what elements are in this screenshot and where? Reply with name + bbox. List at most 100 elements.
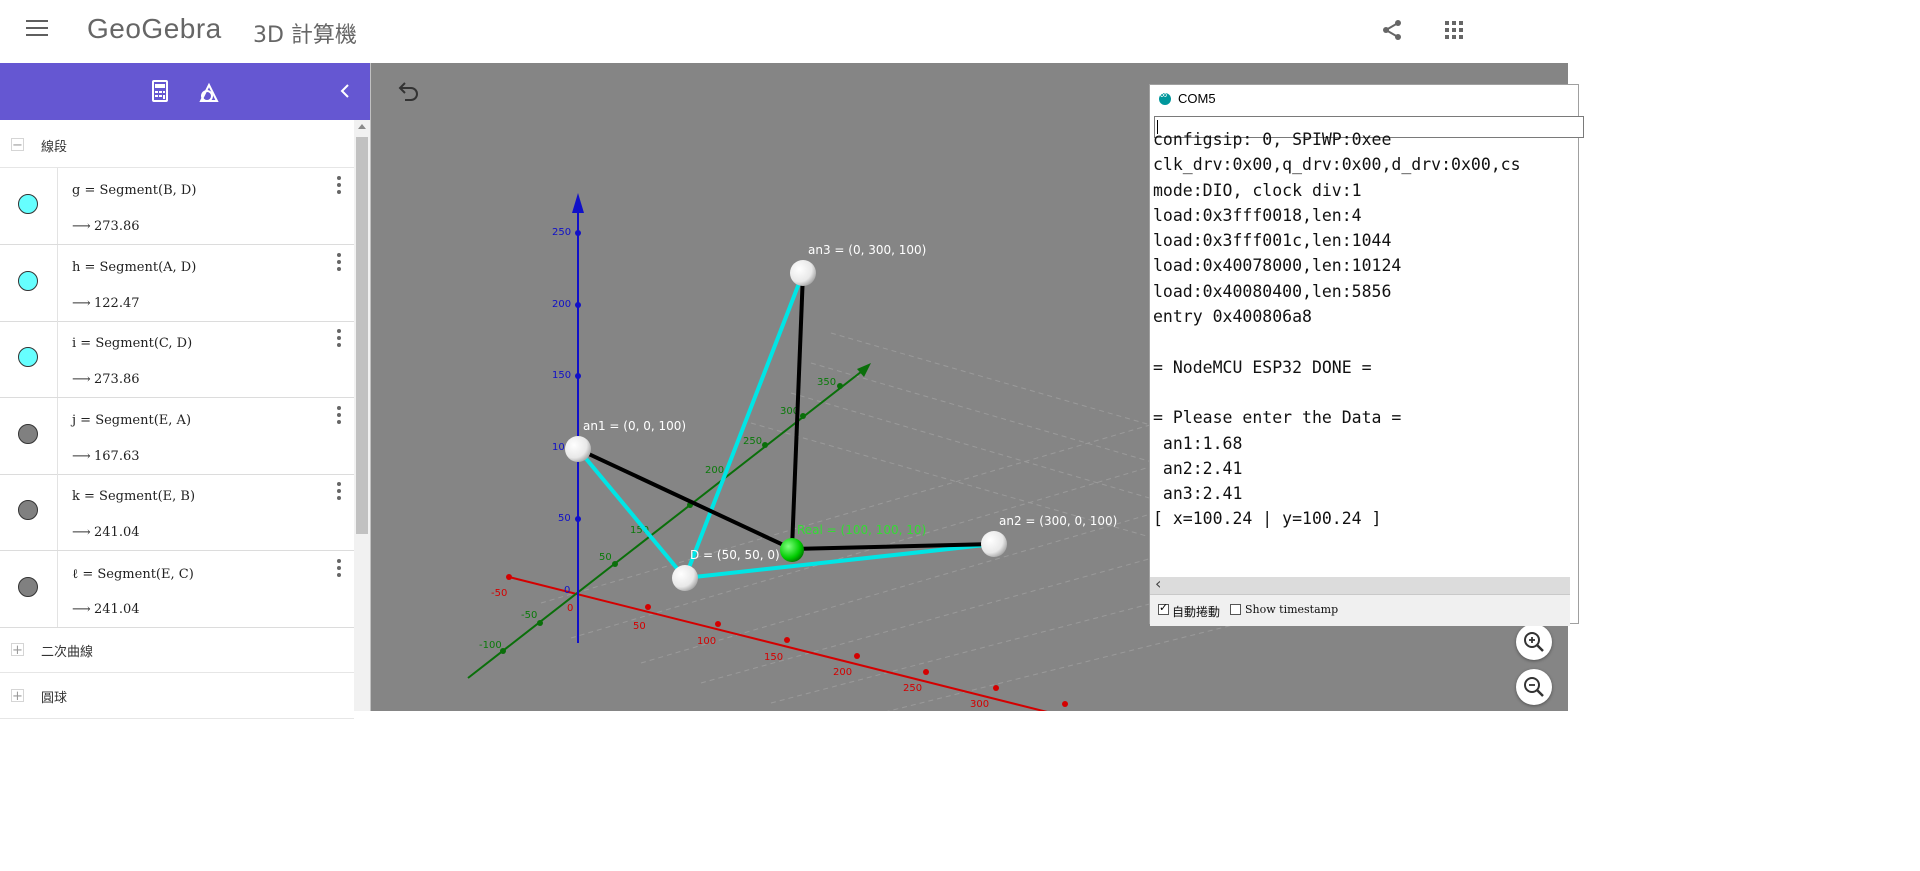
apps-grid-icon[interactable] [1444,20,1466,42]
more-menu-icon[interactable] [334,176,344,198]
scene-3d: 250 200 150 100 50 0 350 300 250 200 150… [467,193,1492,711]
row-definition[interactable]: k = Segment(E, B) [72,489,196,505]
point-an2[interactable] [981,531,1007,557]
x-tick: 300 [970,699,989,710]
serial-line: [ x=100.24 | y=100.24 ] [1153,509,1382,529]
x-tick: 250 [903,683,922,694]
app-title: 3D 計算機 [253,23,357,48]
scroll-up-icon[interactable] [358,124,366,129]
autoscroll-checkbox[interactable] [1158,601,1169,615]
algebra-header [0,63,370,120]
visibility-column [0,397,58,474]
zoom-in-button[interactable] [1516,624,1552,660]
algebra-row[interactable]: i = Segment(C, D) ⟶ 273.86 [0,321,354,399]
horizontal-scrollbar[interactable] [1150,574,1570,594]
y-tick: 350 [817,377,836,388]
serial-footer: 自動捲動 Show timestamp [1150,594,1570,626]
y-tick: 250 [743,436,762,447]
visibility-toggle[interactable] [18,423,38,444]
point-an1[interactable] [565,436,591,462]
algebra-scrollbar[interactable] [354,120,370,711]
serial-title-bar[interactable]: COM5 [1150,85,1578,112]
x-tick: 150 [764,652,783,663]
undo-icon[interactable] [395,81,421,101]
z-tick: 50 [558,513,571,524]
serial-monitor-window: COM5 configsip: 0, SPIWP:0xee clk_drv:0x0… [1149,84,1584,626]
arrow-icon: ⟶ [72,525,91,541]
label-an2: an2 = (300, 0, 100) [999,514,1117,528]
row-definition[interactable]: j = Segment(E, A) [72,412,192,428]
serial-line: load:0x3fff0018,len:4 [1153,205,1362,225]
visibility-column [0,321,58,398]
serial-line: = NodeMCU ESP32 DONE = [1153,357,1372,377]
expand-group-icon[interactable]: + [11,689,24,704]
label-an3: an3 = (0, 300, 100) [808,243,926,257]
more-menu-icon[interactable] [334,329,344,351]
z-tick: 100 [552,442,571,453]
row-value-text: 122.47 [94,295,140,311]
collapse-panel-icon[interactable] [337,81,353,101]
row-value: ⟶ 241.04 [72,525,140,540]
row-definition[interactable]: h = Segment(A, D) [72,259,197,275]
algebra-row[interactable]: k = Segment(E, B) ⟶ 241.04 [0,474,354,552]
z-tick: 200 [552,299,571,310]
serial-line: = Please enter the Data = [1153,408,1402,428]
row-value-text: 241.04 [94,602,140,617]
x-tick: 100 [697,636,716,647]
visibility-toggle[interactable] [18,500,38,521]
group-segments[interactable]: − 線段 [0,123,354,168]
algebra-row[interactable]: ℓ = Segment(E, C) ⟶ 241.04 [0,551,354,628]
more-menu-icon[interactable] [334,252,344,275]
visibility-toggle[interactable] [18,194,38,214]
point-real[interactable] [780,538,804,562]
visibility-column [0,244,58,321]
algebra-row[interactable]: g = Segment(B, D) ⟶ 273.86 [0,168,354,245]
label-D: D = (50, 50, 0) [690,548,780,562]
visibility-toggle[interactable] [18,347,38,368]
tools-tab-icon[interactable] [195,79,223,107]
visibility-toggle[interactable] [18,577,38,597]
row-value: ⟶ 273.86 [72,219,140,234]
serial-line: load:0x40078000,len:10124 [1153,256,1402,276]
row-value-text: 167.63 [94,448,140,464]
row-definition[interactable]: g = Segment(B, D) [72,183,197,198]
serial-line: an3:2.41 [1153,484,1243,504]
timestamp-label: Show timestamp [1245,603,1339,616]
expand-group-icon[interactable]: + [11,643,24,658]
serial-output: configsip: 0, SPIWP:0xee clk_drv:0x00,q_d… [1150,127,1570,564]
algebra-row[interactable]: h = Segment(A, D) ⟶ 122.47 [0,244,354,322]
group-spheres[interactable]: + 圓球 [0,674,354,719]
menu-icon[interactable] [26,20,48,38]
calculator-tab-icon[interactable] [141,77,179,111]
scroll-thumb[interactable] [356,137,368,534]
autoscroll-label: 自動捲動 [1172,605,1221,619]
row-definition[interactable]: i = Segment(C, D) [72,336,193,352]
point-D[interactable] [672,565,698,591]
more-menu-icon[interactable] [334,559,344,581]
arduino-icon [1159,90,1171,105]
more-menu-icon[interactable] [334,405,344,428]
serial-line: entry 0x400806a8 [1153,307,1312,327]
algebra-panel: − 線段 g = Segment(B, D) ⟶ 273.86 h = Segment… [0,63,371,719]
serial-line [1150,329,1570,354]
serial-line: mode:DIO, clock div:1 [1153,180,1362,200]
x-tick: 200 [833,667,852,678]
serial-input-field[interactable] [1154,116,1584,138]
timestamp-checkbox[interactable] [1230,604,1241,615]
more-menu-icon[interactable] [334,482,344,504]
share-icon[interactable] [1380,18,1404,42]
serial-line: load:0x40080400,len:5856 [1153,281,1392,301]
visibility-toggle[interactable] [18,270,38,291]
serial-line: an1:1.68 [1153,433,1243,453]
collapse-group-icon[interactable]: − [11,138,24,153]
algebra-row[interactable]: j = Segment(E, A) ⟶ 167.63 [0,397,354,475]
row-definition[interactable]: ℓ = Segment(E, C) [72,567,194,582]
geogebra-logo[interactable]: GeoGebra [87,13,222,44]
point-an3[interactable] [790,260,816,286]
z-tick: 150 [552,370,571,381]
serial-line: an2:2.41 [1153,458,1243,478]
row-value: ⟶ 167.63 [72,449,140,464]
group-conics[interactable]: + 二次曲線 [0,628,354,673]
zoom-out-button[interactable] [1516,669,1552,705]
x-tick: 0 [567,603,573,614]
